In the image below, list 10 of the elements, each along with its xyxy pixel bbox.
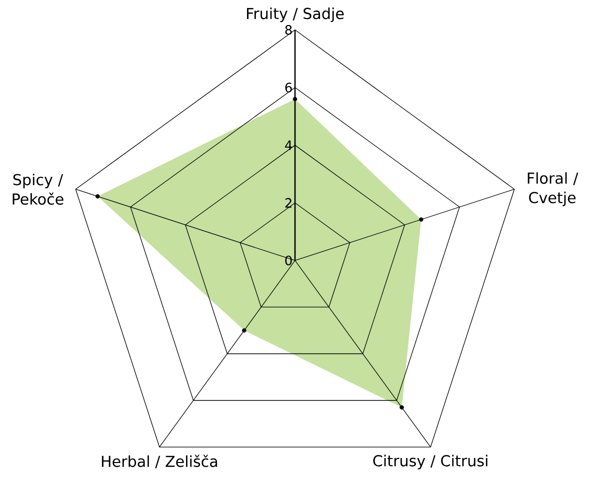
y-tick-label: 8: [285, 25, 292, 35]
spoke-label: Citrusy / Citrusi: [373, 454, 488, 470]
y-tick-label: 0: [285, 256, 292, 266]
spoke-label: Herbal / Zelišča: [102, 454, 218, 468]
y-tick-label: 6: [285, 82, 292, 92]
spoke-label: Spicy / Pekoče: [12, 174, 64, 205]
spoke-label: Floral / Cvetje: [528, 172, 578, 206]
spoke-label: Fruity / Sadje: [247, 8, 344, 22]
y-tick-label: 2: [285, 198, 292, 208]
y-tick-label: 4: [285, 140, 292, 150]
